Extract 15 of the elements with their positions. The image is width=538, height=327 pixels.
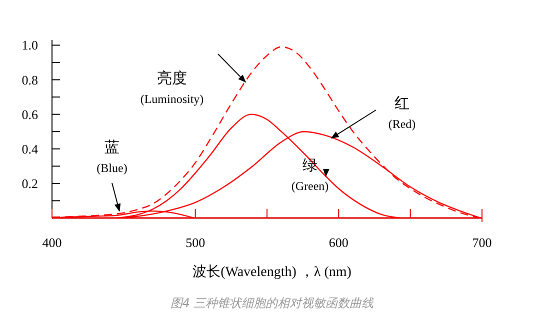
y-tick-label: 0.4 — [22, 141, 38, 156]
series-label: 绿 (Green) — [291, 158, 329, 193]
y-tick-label: 0.2 — [22, 176, 38, 191]
x-tick-label: 500 — [186, 235, 206, 250]
caption: 图4 三种锥状细胞的相对视敏函数曲线 — [170, 296, 375, 310]
x-tick-label: 400 — [42, 235, 62, 250]
text: 蓝 (Blue) — [96, 139, 128, 175]
y-tick-label: 0.8 — [22, 72, 38, 88]
x-tick-label: 600 — [328, 235, 348, 250]
x-tick-label: 700 — [472, 235, 492, 250]
y-tick-label: 1.0 — [22, 38, 38, 53]
y-tick-label: 0.6 — [22, 106, 38, 122]
text: 红 (Red) — [388, 95, 416, 131]
series-label: 亮度 (Luminosity) — [140, 70, 204, 106]
x-axis-title: 波长(Wavelength) ，λ (nm) — [192, 264, 352, 280]
